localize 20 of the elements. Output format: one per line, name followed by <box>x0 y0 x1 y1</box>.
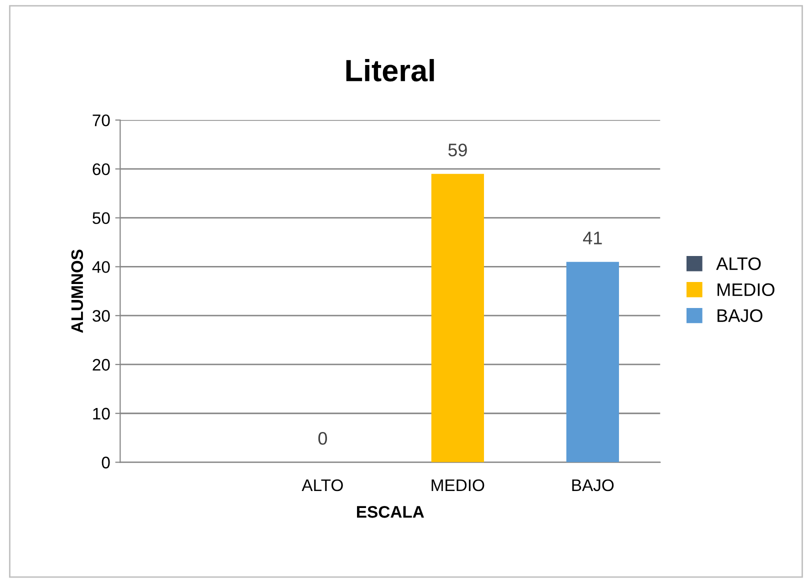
y-tick-label: 0 <box>102 456 110 468</box>
x-axis-title: ESCALA <box>357 506 424 518</box>
y-tick-label: 40 <box>92 261 110 273</box>
y-axis-title: ALUMNOS <box>71 250 84 333</box>
y-tick-label: 70 <box>92 114 110 126</box>
y-tick-label: 20 <box>92 358 110 371</box>
x-tick-label: MEDIO <box>432 479 484 492</box>
legend-label: ALTO <box>716 257 761 270</box>
x-tick-label: ALTO <box>302 479 343 492</box>
y-tick-label: 50 <box>92 212 110 224</box>
legend-label: BAJO <box>718 309 762 322</box>
y-tick-label: 30 <box>92 310 110 322</box>
y-tick-label: 10 <box>93 408 110 420</box>
data-label: 59 <box>448 144 467 156</box>
x-tick-label: BAJO <box>572 479 614 492</box>
data-label: 41 <box>583 232 602 244</box>
y-tick-label: 60 <box>92 163 110 176</box>
chart-title: Literal <box>346 59 434 82</box>
legend-label: MEDIO <box>718 283 774 296</box>
data-label: 0 <box>318 432 327 445</box>
